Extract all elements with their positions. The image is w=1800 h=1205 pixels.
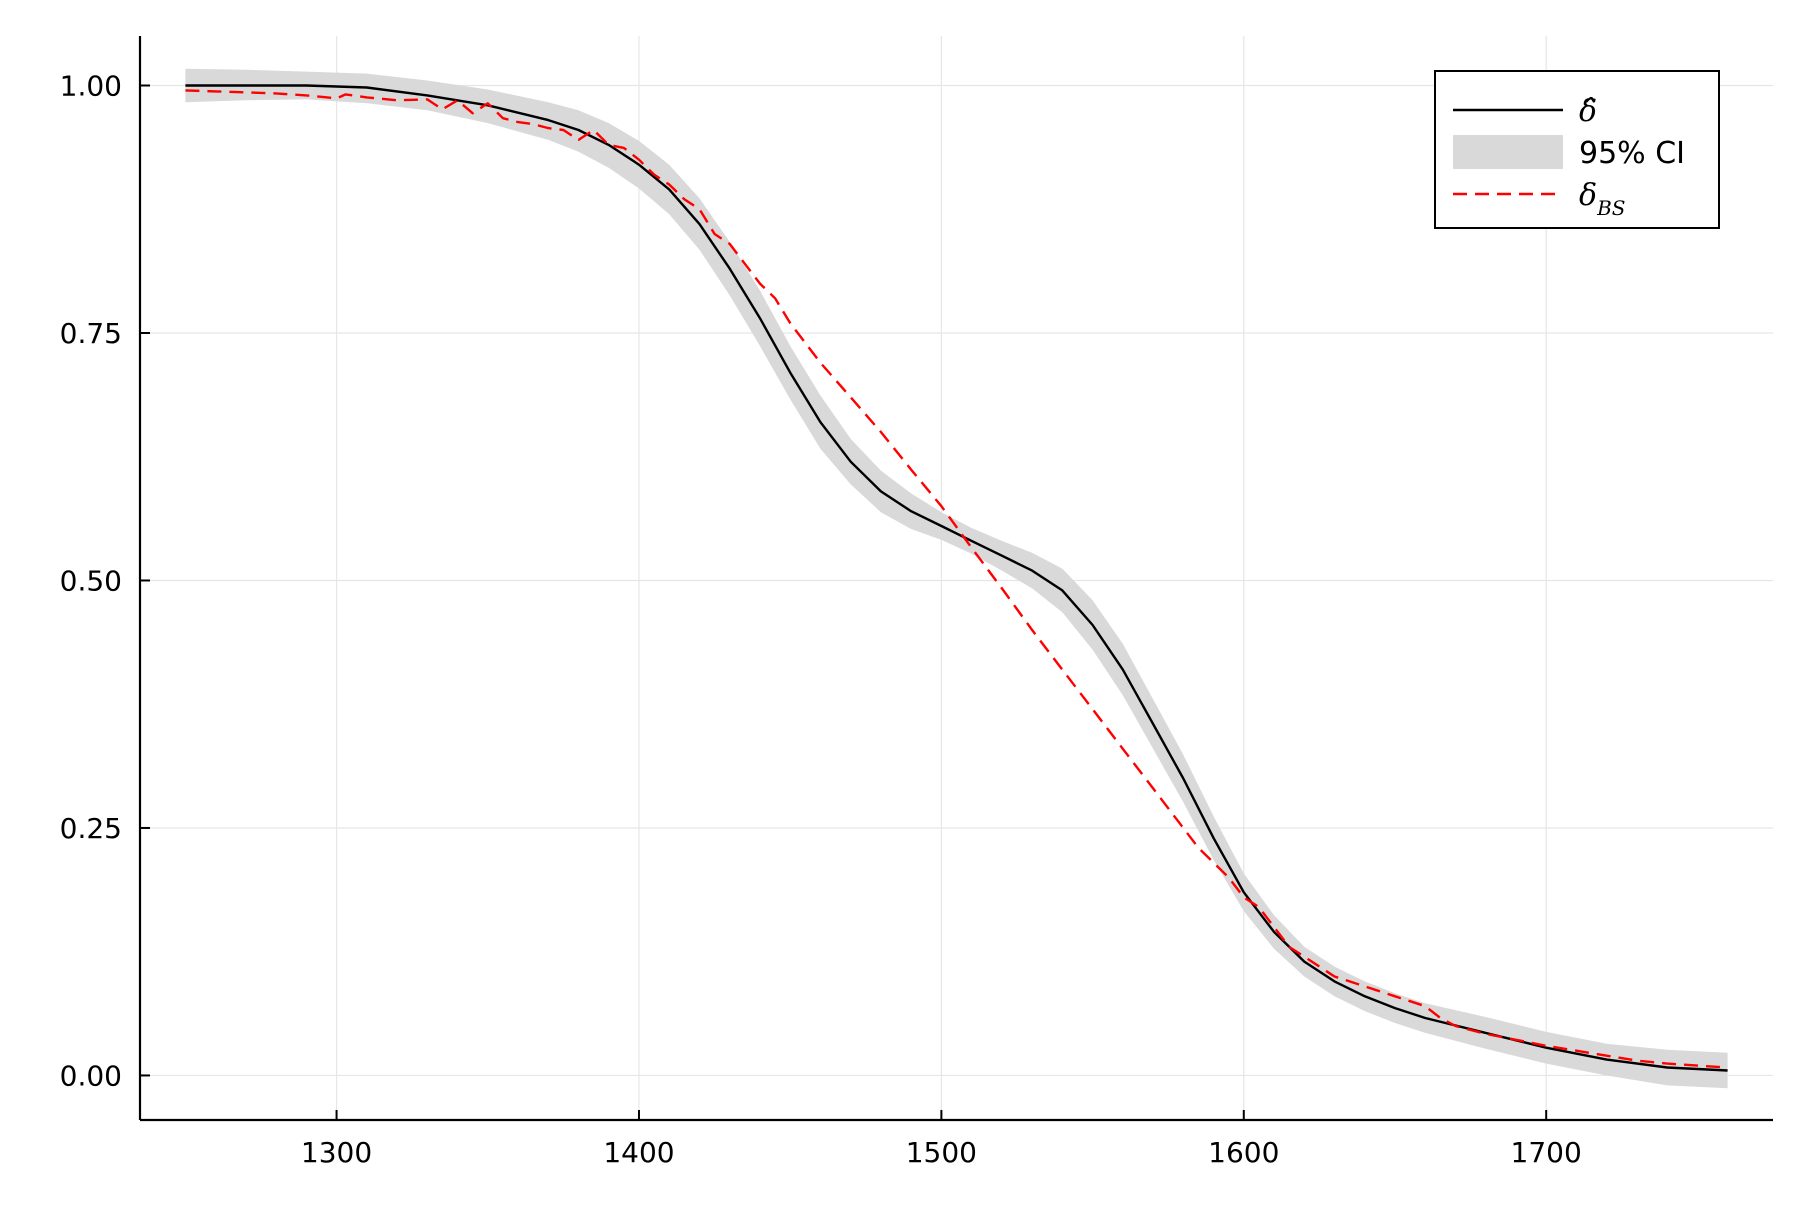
y-tick-label: 0.25 xyxy=(60,812,122,845)
delta-bs-line xyxy=(185,89,1728,1069)
axis-layer: 1300 1400 1500 1600 1700 0.00 0.25 0.50 0.75 1.00 xyxy=(60,36,1773,1169)
x-tick-label: 1500 xyxy=(906,1136,977,1169)
legend-swatch-ci xyxy=(1453,135,1563,169)
legend-label-ci: 95% CI xyxy=(1579,136,1685,171)
x-tick-label: 1600 xyxy=(1208,1136,1279,1169)
legend-label-delta_hat: δ̂ xyxy=(1579,94,1597,129)
y-tick-label: 0.75 xyxy=(60,317,122,350)
y-tick-label: 0.50 xyxy=(60,564,122,597)
legend-subscript: BS xyxy=(1596,196,1625,220)
x-tick-label: 1700 xyxy=(1511,1136,1582,1169)
y-tick-label: 1.00 xyxy=(60,69,122,102)
y-tick-label: 0.00 xyxy=(60,1059,122,1092)
delta-hat-line xyxy=(185,84,1728,1072)
series-line-layer xyxy=(185,84,1728,1072)
x-tick-label: 1400 xyxy=(603,1136,674,1169)
x-tick-label: 1300 xyxy=(301,1136,372,1169)
